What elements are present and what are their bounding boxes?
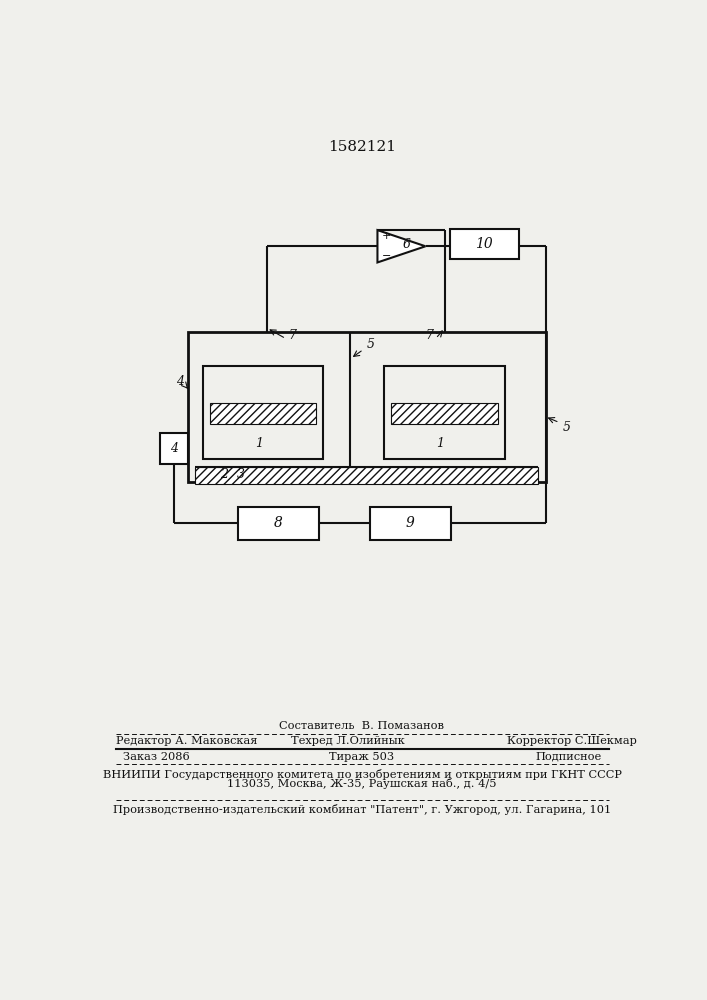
Text: 5: 5	[366, 338, 375, 351]
Bar	[210, 403, 316, 424]
Bar	[194, 466, 538, 484]
Bar	[187, 332, 546, 482]
Text: 5: 5	[563, 421, 571, 434]
Bar	[160, 433, 187, 464]
Bar	[392, 403, 498, 424]
Text: 6: 6	[402, 238, 410, 251]
Text: 7: 7	[426, 329, 433, 342]
Text: Техред Л.Олийнык: Техред Л.Олийнык	[291, 736, 405, 746]
Text: −: −	[382, 251, 392, 261]
Text: 4: 4	[170, 442, 177, 455]
Bar	[370, 507, 451, 540]
Bar	[385, 366, 505, 459]
Text: Подписное: Подписное	[535, 752, 602, 762]
Text: 113035, Москва, Ж-35, Раушская наб., д. 4/5: 113035, Москва, Ж-35, Раушская наб., д. …	[227, 778, 497, 789]
Text: 9: 9	[406, 516, 414, 530]
Text: Корректор С.Шекмар: Корректор С.Шекмар	[507, 736, 637, 746]
Text: Производственно-издательский комбинат "Патент", г. Ужгород, ул. Гагарина, 101: Производственно-издательский комбинат "П…	[113, 804, 611, 815]
Text: Заказ 2086: Заказ 2086	[123, 752, 190, 762]
Text: 4: 4	[176, 375, 184, 388]
Text: Тираж 503: Тираж 503	[329, 752, 395, 762]
Text: 7: 7	[288, 329, 296, 342]
Text: +: +	[382, 231, 392, 241]
Text: 3: 3	[237, 468, 245, 481]
Text: 10: 10	[476, 237, 493, 251]
Text: 1582121: 1582121	[328, 140, 396, 154]
Bar	[203, 366, 323, 459]
Text: 1: 1	[255, 437, 263, 450]
Text: 8: 8	[274, 516, 283, 530]
Bar	[238, 507, 320, 540]
Text: Редактор А. Маковская: Редактор А. Маковская	[115, 736, 257, 746]
Bar	[450, 229, 519, 259]
Text: 1: 1	[436, 437, 444, 450]
Text: 2: 2	[220, 468, 228, 481]
Text: ВНИИПИ Государственного комитета по изобретениям и открытиям при ГКНТ СССР: ВНИИПИ Государственного комитета по изоб…	[103, 769, 621, 780]
Polygon shape	[378, 230, 426, 262]
Text: Составитель  В. Помазанов: Составитель В. Помазанов	[279, 721, 445, 731]
